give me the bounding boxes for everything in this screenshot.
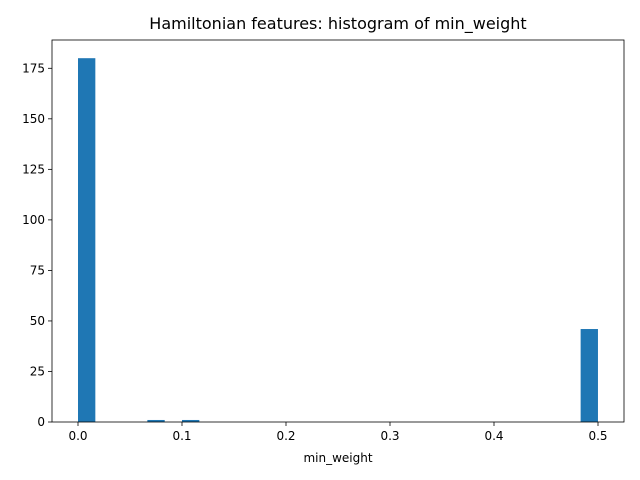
y-tick-label: 150 [22, 112, 45, 126]
x-tick-label: 0.0 [68, 429, 87, 443]
chart-title: Hamiltonian features: histogram of min_w… [149, 14, 526, 34]
y-tick-label: 0 [37, 415, 45, 429]
bars-group [78, 58, 598, 422]
histogram-bar [580, 329, 598, 422]
x-tick-label: 0.2 [276, 429, 295, 443]
y-tick-label: 50 [30, 314, 45, 328]
y-tick-label: 125 [22, 162, 45, 176]
x-tick-label: 0.1 [172, 429, 191, 443]
x-tick-label: 0.3 [380, 429, 399, 443]
x-tick-label: 0.5 [588, 429, 607, 443]
x-axis-ticks: 0.0 0.1 0.2 0.3 0.4 0.5 [68, 422, 608, 443]
y-tick-label: 75 [30, 263, 45, 277]
y-axis-ticks: 0 25 50 75 100 125 150 175 [22, 61, 52, 429]
y-tick-label: 100 [22, 213, 45, 227]
histogram-bar [78, 58, 96, 422]
x-axis-label: min_weight [303, 451, 372, 465]
y-tick-label: 175 [22, 61, 45, 75]
x-tick-label: 0.4 [484, 429, 503, 443]
histogram-bar [182, 419, 200, 422]
histogram-bar [147, 419, 165, 422]
plot-frame [51, 39, 625, 423]
y-tick-label: 25 [30, 364, 45, 378]
